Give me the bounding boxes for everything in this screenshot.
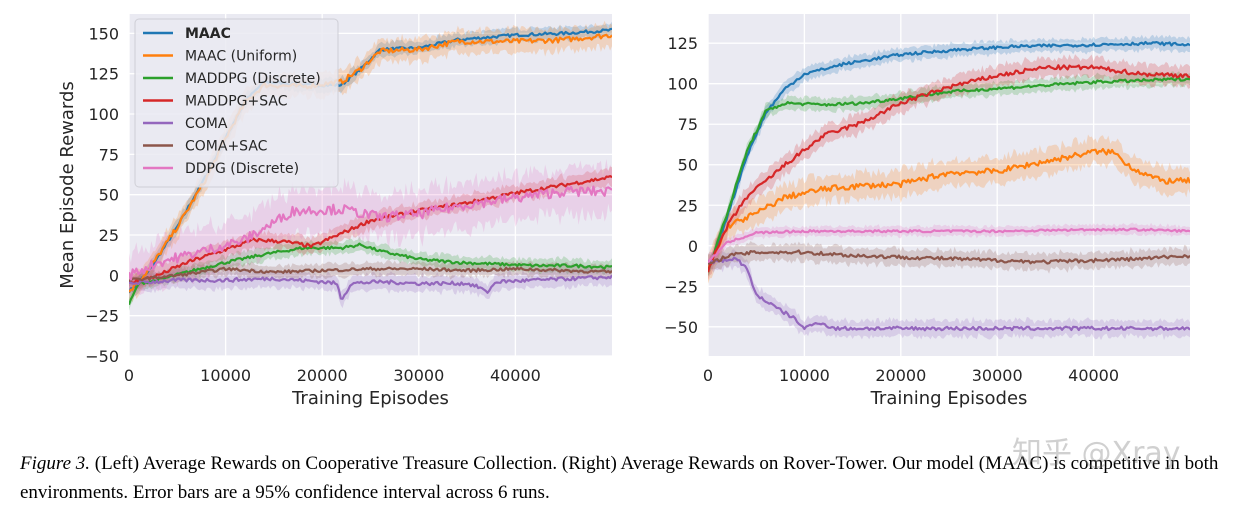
watermark: 知乎 @Xray — [1012, 436, 1181, 471]
series-lines — [708, 40, 1190, 332]
line-ddpg-discrete — [708, 227, 1190, 264]
line-maddpg-sac — [708, 64, 1190, 273]
line-coma — [129, 274, 612, 300]
line-maddpg-discrete — [708, 76, 1190, 271]
plot-area — [708, 34, 1190, 341]
x-tick-label: 10000 — [200, 366, 251, 385]
x-axis-label: Training Episodes — [870, 388, 1028, 409]
legend-label-coma-sac: COMA+SAC — [185, 139, 268, 155]
line-coma-sac — [129, 266, 612, 282]
y-tick-label: 125 — [88, 65, 119, 84]
x-tick-label: 40000 — [1068, 366, 1119, 385]
line-maddpg-sac — [129, 175, 612, 284]
y-tick-label: 25 — [99, 226, 119, 245]
caption-text: (Left) Average Rewards on Cooperative Tr… — [20, 453, 1219, 503]
legend-label-maddpg-discrete: MADDPG (Discrete) — [185, 71, 321, 87]
x-tick-label: 10000 — [779, 366, 830, 385]
y-tick-label: 150 — [88, 24, 119, 43]
y-tick-label: −50 — [664, 318, 698, 337]
legend-label-maac: MAAC — [185, 26, 231, 42]
line-ddpg-discrete — [129, 185, 612, 281]
legend: MAAC MAAC (Uniform) MADDPG (Discrete) MADDP… — [134, 18, 339, 188]
x-tick-label: 30000 — [972, 366, 1023, 385]
figure-caption: Figure 3. (Left) Average Rewards on Coop… — [20, 449, 1235, 507]
band-ddpg-discrete — [708, 222, 1190, 267]
line-maac-uniform — [708, 147, 1190, 270]
legend-label-maac-uniform: MAAC (Uniform) — [185, 49, 297, 65]
band-maddpg-sac — [708, 54, 1190, 281]
y-tick-label: 75 — [99, 145, 119, 164]
x-axis-label: Training Episodes — [291, 388, 449, 409]
x-tick-label: 0 — [703, 366, 713, 385]
band-ddpg-discrete — [129, 159, 612, 297]
line-maac — [708, 40, 1190, 270]
y-tick-label: 0 — [109, 266, 119, 285]
band-coma — [708, 249, 1190, 341]
x-tick-label: 20000 — [875, 366, 926, 385]
chart-panel-2: −50 −25 0 25 50 75 100 125 0 10000 20000 30000 40000… — [664, 14, 1190, 409]
line-coma — [708, 256, 1190, 332]
figure-label: Figure 3. — [20, 453, 91, 474]
y-tick-label: −50 — [85, 347, 119, 366]
x-tick-label: 40000 — [490, 366, 541, 385]
line-coma-sac — [708, 249, 1190, 265]
y-tick-label: 50 — [99, 186, 119, 205]
legend-label-maddpg-sac: MADDPG+SAC — [185, 94, 288, 110]
y-tick-label: 100 — [88, 105, 119, 124]
x-tick-label: 20000 — [297, 366, 348, 385]
band-maac-uniform — [708, 134, 1190, 284]
legend-box — [134, 18, 339, 188]
y-tick-label: −25 — [85, 307, 119, 326]
y-tick-label: 25 — [678, 196, 698, 215]
y-tick-label: 50 — [678, 156, 698, 175]
chart-panel-1: −50 −25 0 25 50 75 100 125 150 0 10000 20000 30000 40… — [57, 14, 612, 409]
legend-label-coma: COMA — [185, 116, 228, 132]
band-maddpg-discrete — [129, 236, 612, 311]
y-tick-label: −25 — [664, 277, 698, 296]
band-coma — [129, 265, 612, 309]
band-coma-sac — [129, 259, 612, 287]
legend-label-ddpg-discrete: DDPG (Discrete) — [185, 161, 299, 177]
y-tick-label: 100 — [667, 75, 698, 94]
line-maddpg-discrete — [129, 242, 612, 306]
y-axis-label: Mean Episode Rewards — [57, 81, 78, 289]
x-tick-label: 0 — [124, 366, 134, 385]
y-tick-label: 75 — [678, 115, 698, 134]
y-tick-label: 0 — [688, 237, 698, 256]
y-tick-label: 125 — [667, 34, 698, 53]
x-tick-label: 30000 — [393, 366, 444, 385]
